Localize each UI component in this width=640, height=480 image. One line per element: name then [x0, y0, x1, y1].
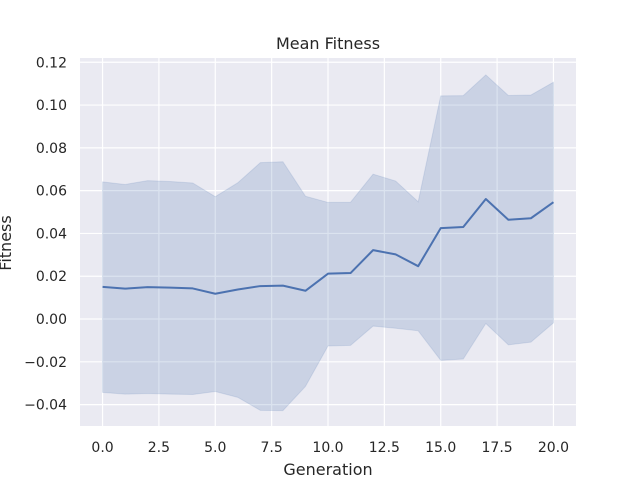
- y-tick-label: −0.04: [24, 398, 67, 414]
- x-tick-label: 17.5: [482, 440, 513, 456]
- y-tick-label: 0.08: [36, 141, 67, 157]
- confidence-band: [102, 74, 554, 412]
- x-tick-label: 5.0: [204, 440, 226, 456]
- x-tick-label: 12.5: [369, 440, 400, 456]
- y-tick-label: 0.12: [36, 55, 67, 71]
- y-axis-label: Fitness: [0, 215, 15, 270]
- chart-title: Mean Fitness: [276, 34, 380, 53]
- y-tick-label: 0.00: [36, 312, 67, 328]
- mean-line: [102, 198, 555, 295]
- y-tick-label: 0.06: [36, 184, 67, 200]
- grid: [80, 58, 576, 426]
- x-axis-ticks: 0.0 2.5 5.0 7.5 10.0 12.5 15.0 17.5 20.0: [91, 440, 569, 456]
- y-axis-ticks: −0.04 −0.02 0.00 0.02 0.04 0.06 0.08 0.10 0.12: [24, 55, 67, 413]
- x-axis-label: Generation: [283, 460, 372, 479]
- x-tick-label: 15.0: [425, 440, 456, 456]
- y-tick-label: 0.10: [36, 98, 67, 114]
- x-tick-label: 10.0: [312, 440, 343, 456]
- x-tick-label: 20.0: [538, 440, 569, 456]
- y-tick-label: 0.02: [36, 269, 67, 285]
- x-tick-label: 2.5: [148, 440, 170, 456]
- x-tick-label: 7.5: [261, 440, 283, 456]
- x-tick-label: 0.0: [91, 440, 113, 456]
- y-tick-label: −0.02: [24, 355, 67, 371]
- y-tick-label: 0.04: [36, 226, 67, 242]
